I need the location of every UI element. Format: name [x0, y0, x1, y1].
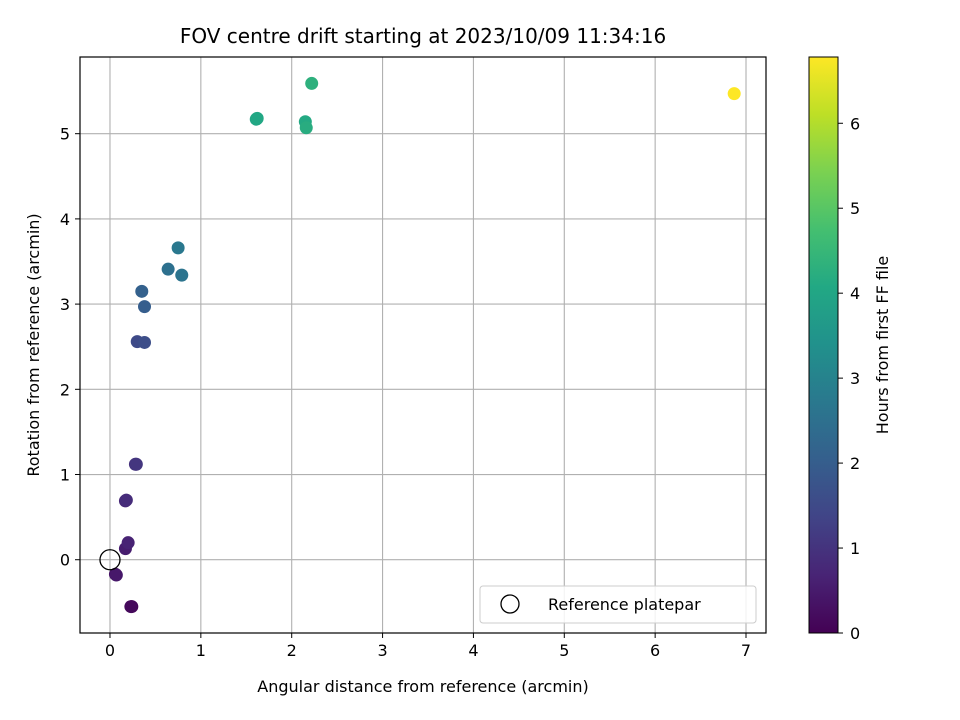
- grid-lines: [80, 57, 766, 633]
- y-tick-label: 3: [60, 295, 70, 314]
- x-tick-label: 4: [468, 641, 478, 660]
- colorbar-label: Hours from first FF file: [873, 256, 892, 435]
- y-tick-label: 2: [60, 380, 70, 399]
- plot-area: 0 1 2 3 4 5 6 7 0 1 2 3 4 5: [60, 56, 767, 660]
- data-point: [138, 300, 152, 314]
- data-point: [135, 284, 149, 298]
- x-tick-label: 0: [105, 641, 115, 660]
- x-tick-label: 5: [559, 641, 569, 660]
- data-point: [175, 268, 189, 282]
- x-axis-ticks: 0 1 2 3 4 5 6 7: [105, 633, 751, 660]
- data-point: [250, 111, 264, 125]
- y-axis-ticks: 0 1 2 3 4 5: [60, 125, 80, 570]
- colorbar-tick-label: 2: [850, 454, 860, 473]
- legend-reference-marker: [500, 594, 520, 614]
- reference-marker-layer: [99, 549, 121, 571]
- colorbar-tick-label: 5: [850, 199, 860, 218]
- plot-background: [80, 57, 766, 633]
- x-tick-label: 2: [287, 641, 297, 660]
- x-tick-label: 3: [377, 641, 387, 660]
- legend-box: [479, 585, 757, 624]
- data-point: [171, 241, 185, 255]
- data-point: [129, 457, 143, 471]
- y-tick-label: 5: [60, 125, 70, 144]
- legend-entry-reference: Reference platepar: [548, 595, 701, 614]
- data-point: [119, 493, 133, 507]
- colorbar-gradient: [808, 56, 839, 634]
- x-tick-label: 1: [196, 641, 206, 660]
- data-point: [161, 262, 175, 276]
- colorbar-tick-label: 1: [850, 539, 860, 558]
- plot-frame: [79, 56, 767, 634]
- colorbar-ticks: 0 1 2 3 4 5 6: [838, 114, 860, 643]
- y-tick-label: 4: [60, 210, 70, 229]
- legend: Reference platepar: [479, 585, 757, 624]
- colorbar-tick-label: 6: [850, 114, 860, 133]
- x-tick-label: 6: [650, 641, 660, 660]
- data-points: [108, 76, 741, 614]
- colorbar-tick-label: 0: [850, 624, 860, 643]
- chart-title: FOV centre drift starting at 2023/10/09 …: [180, 24, 666, 48]
- x-tick-label: 7: [741, 641, 751, 660]
- colorbar-tick-label: 4: [850, 284, 860, 303]
- colorbar-tick-label: 3: [850, 369, 860, 388]
- data-point: [727, 87, 741, 101]
- reference-platepar-marker: [99, 549, 121, 571]
- data-point: [138, 335, 152, 349]
- y-tick-label: 0: [60, 551, 70, 570]
- data-point: [305, 76, 319, 90]
- data-point: [121, 536, 135, 550]
- colorbar: 0 1 2 3 4 5 6 Hours from first FF file: [808, 56, 892, 643]
- data-point: [124, 600, 138, 614]
- data-point: [299, 121, 313, 135]
- data-point: [109, 568, 123, 582]
- y-tick-label: 1: [60, 466, 70, 485]
- x-axis-label: Angular distance from reference (arcmin): [257, 677, 588, 696]
- y-axis-label: Rotation from reference (arcmin): [24, 213, 43, 476]
